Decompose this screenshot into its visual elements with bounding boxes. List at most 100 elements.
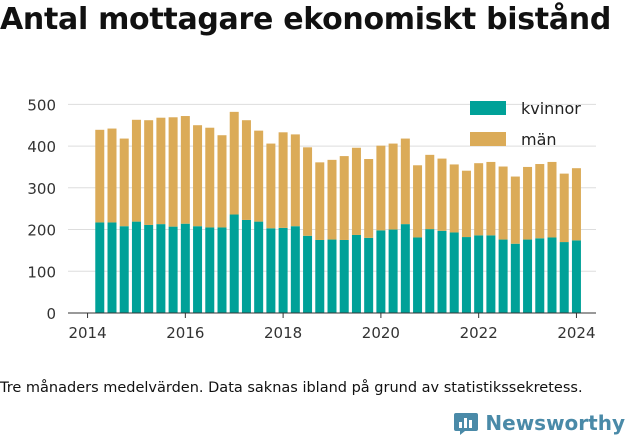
bar-kvinnor <box>168 226 178 313</box>
y-tick-label: 400 <box>27 138 56 156</box>
bar-man <box>425 154 435 230</box>
bar-man <box>339 156 349 240</box>
bar-man <box>388 143 398 230</box>
bar-man <box>107 128 117 223</box>
legend-label-man: män <box>521 130 557 149</box>
bar-kvinnor <box>278 227 288 313</box>
bar-man <box>461 170 471 238</box>
bar-man <box>315 162 325 240</box>
bar-kvinnor <box>131 221 141 313</box>
bar-man <box>413 165 423 238</box>
bar-kvinnor <box>303 235 313 313</box>
bar-man <box>498 166 508 240</box>
bar-kvinnor <box>413 237 423 313</box>
bar-man <box>523 166 533 240</box>
bar-man <box>168 117 178 227</box>
y-tick-label: 0 <box>46 305 56 323</box>
bar-man <box>205 127 215 228</box>
bar-kvinnor <box>119 226 129 313</box>
bar-kvinnor <box>376 230 386 313</box>
x-tick-label: 2014 <box>68 324 106 342</box>
bar-man <box>437 158 447 231</box>
bars <box>95 111 581 313</box>
bar-kvinnor <box>535 238 545 313</box>
y-tick-label: 300 <box>27 180 56 198</box>
bar-man <box>559 173 569 243</box>
y-tick-label: 200 <box>27 222 56 240</box>
bar-man <box>376 145 386 231</box>
x-tick-label: 2018 <box>264 324 302 342</box>
bar-man <box>510 176 520 244</box>
bar-man <box>547 161 557 238</box>
bar-man <box>351 147 361 235</box>
bar-man <box>535 164 545 239</box>
bar-kvinnor <box>241 219 251 313</box>
bar-kvinnor <box>400 224 410 313</box>
legend: kvinnor män <box>470 99 581 149</box>
bar-man <box>278 132 288 228</box>
bar-kvinnor <box>547 237 557 313</box>
x-tick-label: 2024 <box>557 324 595 342</box>
bar-kvinnor <box>144 224 154 313</box>
bar-kvinnor <box>180 223 190 313</box>
bar-kvinnor <box>156 224 166 313</box>
bar-kvinnor <box>315 239 325 313</box>
bar-man <box>290 134 300 227</box>
legend-swatch-man <box>470 132 506 146</box>
bar-man <box>144 120 154 225</box>
bar-kvinnor <box>205 227 215 313</box>
bar-kvinnor <box>461 237 471 313</box>
bar-man <box>95 129 105 223</box>
bar-man <box>229 111 239 215</box>
x-tick-label: 2020 <box>362 324 400 342</box>
legend-label-kvinnor: kvinnor <box>521 99 581 118</box>
bar-man <box>327 159 337 240</box>
bar-kvinnor <box>486 235 496 313</box>
bar-man <box>486 161 496 236</box>
bar-kvinnor <box>327 239 337 313</box>
brand-name: Newsworthy <box>485 411 625 435</box>
bar-man <box>131 119 141 222</box>
bar-kvinnor <box>449 232 459 313</box>
bar-kvinnor <box>107 222 117 313</box>
bar-kvinnor <box>388 229 398 313</box>
bar-kvinnor <box>229 214 239 313</box>
axes: 0 100 200 300 400 500 2014 2016 2018 2020 2022 2024 <box>27 96 596 342</box>
x-tick-label: 2022 <box>460 324 498 342</box>
bar-man <box>254 130 264 222</box>
bar-kvinnor <box>217 227 227 313</box>
bar-man <box>193 125 203 227</box>
bar-kvinnor <box>339 239 349 313</box>
bar-kvinnor <box>290 226 300 313</box>
bar-kvinnor <box>510 243 520 313</box>
bar-chart-logo-icon <box>454 413 479 435</box>
bar-kvinnor <box>571 240 581 313</box>
bar-man <box>571 168 581 241</box>
bar-man <box>119 138 129 227</box>
legend-swatch-kvinnor <box>470 101 506 115</box>
bar-kvinnor <box>425 229 435 313</box>
bar-kvinnor <box>498 239 508 313</box>
bar-kvinnor <box>193 226 203 313</box>
bar-man <box>266 143 276 229</box>
bar-man <box>217 135 227 228</box>
bar-kvinnor <box>559 242 569 313</box>
bar-man <box>180 116 190 224</box>
x-tick-label: 2016 <box>166 324 204 342</box>
bar-man <box>303 147 313 236</box>
y-tick-label: 100 <box>27 263 56 281</box>
bar-kvinnor <box>95 222 105 313</box>
bar-kvinnor <box>474 235 484 313</box>
brand-logo: Newsworthy <box>453 408 625 438</box>
bar-kvinnor <box>523 239 533 313</box>
bar-kvinnor <box>254 221 264 313</box>
bar-kvinnor <box>351 234 361 313</box>
bar-kvinnor <box>437 230 447 313</box>
y-tick-label: 500 <box>27 96 56 114</box>
footnote: Tre månaders medelvärden. Data saknas ib… <box>0 380 583 396</box>
bar-kvinnor <box>266 228 276 313</box>
bar-man <box>364 159 374 238</box>
chart-title: Antal mottagare ekonomiskt bistånd <box>0 2 612 37</box>
bar-man <box>474 163 484 236</box>
